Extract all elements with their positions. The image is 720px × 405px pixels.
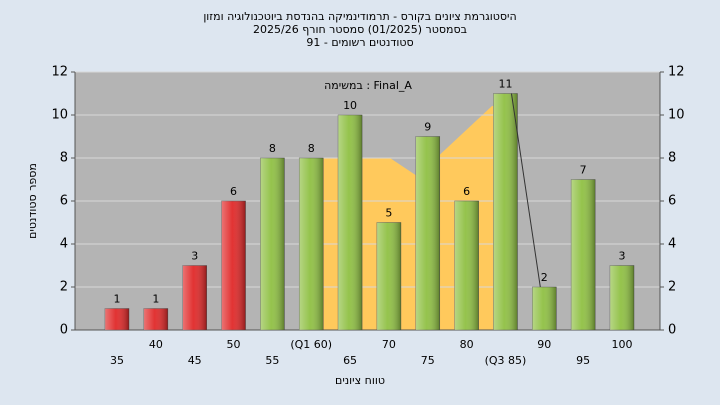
y2-tick-label: 8 [668,151,676,166]
y2-tick-label: 0 [668,323,676,338]
data-label: 6 [230,185,237,198]
data-label: 1 [114,293,121,306]
data-label: 1 [152,293,159,306]
y-axis-label: מספר סטודנטים [26,163,39,239]
x-tick-label: (Q3 85) [485,354,527,367]
y2-tick-label: 4 [668,237,676,252]
data-label: 2 [541,271,548,284]
bar-shade [221,201,246,330]
data-label: 7 [580,164,587,177]
x-tick-label: 75 [421,354,435,367]
x-tick-label: 90 [537,338,551,351]
bar-shade [338,115,363,330]
data-label: 8 [308,142,315,155]
bar-shade [610,265,634,330]
data-label: 3 [619,250,626,263]
x-tick-label: 50 [227,338,241,351]
bar-shade [143,308,168,330]
data-label: 6 [463,185,470,198]
bar-shade [415,136,440,330]
y2-tick-label: 2 [668,280,676,295]
y-tick-label: 2 [60,280,68,295]
data-label: 8 [269,142,276,155]
x-tick-label: (Q1 60) [290,338,332,351]
data-label: 5 [385,207,392,220]
annotation: במשימה : Final_A [324,79,412,92]
bar-shade [260,158,285,330]
bar-shade [493,93,518,330]
chart-subtitle: בסמסטר (01/2025) סמסטר חורף 2025/26 [253,23,467,36]
x-tick-label: 40 [149,338,163,351]
bar-shade [571,179,596,330]
x-tick-label: 95 [576,354,590,367]
y-tick-label: 0 [60,323,68,338]
y-tick-label: 8 [60,151,68,166]
x-tick-label: 45 [188,354,202,367]
data-label: 10 [343,99,357,112]
y-tick-label: 12 [51,65,68,80]
bar-shade [105,308,129,330]
x-tick-label: 70 [382,338,396,351]
chart-subtitle: סטודנטים רשומים - 91 [306,36,413,49]
bar-shade [532,287,557,330]
data-label: 3 [191,250,198,263]
x-tick-label: 55 [265,354,279,367]
y2-tick-label: 12 [668,65,685,80]
x-tick-label: 35 [110,354,124,367]
bar-shade [299,158,324,330]
x-tick-label: 80 [460,338,474,351]
y-tick-label: 6 [60,194,68,209]
x-axis-label: טווח ציונים [335,374,385,387]
y2-tick-label: 6 [668,194,676,209]
bar-shade [182,265,207,330]
x-tick-label: 100 [612,338,633,351]
bar-shade [376,222,401,330]
chart-title: היסטוגרמת ציונים בקורס - תרמודינמיקה בהנ… [203,10,516,23]
y-tick-label: 10 [51,108,68,123]
y2-tick-label: 10 [668,108,685,123]
x-tick-label: 65 [343,354,357,367]
connector [510,93,541,288]
y-tick-label: 4 [60,237,68,252]
bar-shade [454,201,479,330]
data-label: 11 [498,78,512,91]
data-label: 9 [424,121,431,134]
